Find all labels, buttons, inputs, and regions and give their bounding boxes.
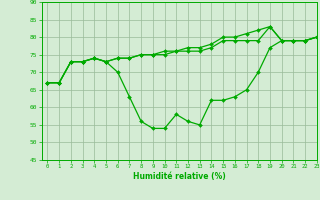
- X-axis label: Humidité relative (%): Humidité relative (%): [133, 172, 226, 181]
